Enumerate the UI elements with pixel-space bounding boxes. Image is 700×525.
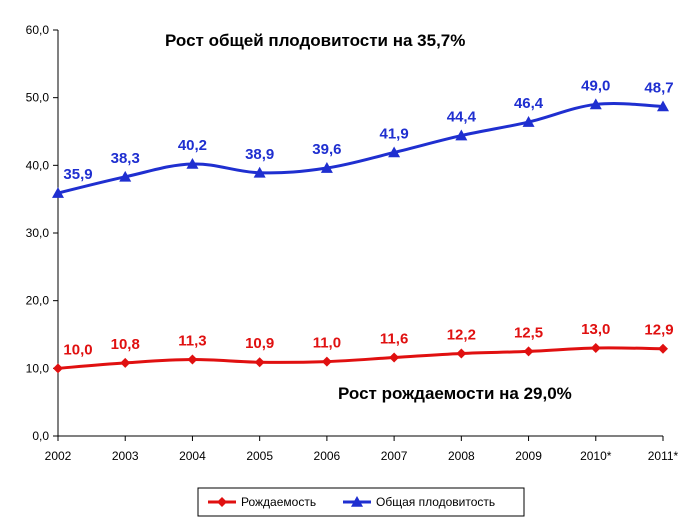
data-point-total-fertility: [455, 129, 468, 141]
data-point-total-fertility: [320, 162, 333, 173]
data-label-birth-rate: 12,5: [514, 324, 543, 341]
data-label-total-fertility: 38,9: [245, 146, 274, 163]
data-label-total-fertility: 48,7: [644, 79, 673, 96]
data-point-total-fertility: [52, 187, 64, 198]
data-label-birth-rate: 12,2: [447, 326, 476, 343]
x-tick-label: 2003: [112, 449, 139, 463]
data-label-birth-rate: 12,9: [644, 322, 673, 339]
data-label-total-fertility: 35,9: [63, 166, 92, 183]
data-label-birth-rate: 10,9: [245, 335, 274, 352]
legend-item-birth-rate: Рождаемость: [208, 495, 316, 509]
x-tick-label: 2006: [314, 449, 341, 463]
x-tick-label: 2007: [381, 449, 408, 463]
data-point-birth-rate: [53, 363, 63, 374]
data-point-total-fertility: [388, 146, 401, 158]
data-label-birth-rate: 11,6: [380, 331, 408, 348]
x-tick-label: 2004: [179, 449, 206, 463]
y-tick-label: 50,0: [26, 91, 50, 105]
data-label-total-fertility: 41,9: [380, 125, 409, 142]
annotation-total-fertility: Рост общей плодовитости на 35,7%: [165, 31, 465, 50]
x-tick-label: 2008: [448, 449, 475, 463]
y-tick-label: 30,0: [26, 226, 50, 240]
x-tick-label: 2005: [246, 449, 273, 463]
data-point-total-fertility: [253, 166, 266, 178]
data-label-total-fertility: 49,0: [581, 77, 610, 94]
data-point-total-fertility: [186, 157, 199, 169]
data-label-total-fertility: 46,4: [514, 95, 544, 112]
data-point-birth-rate: [389, 352, 400, 363]
y-tick-label: 0,0: [32, 429, 49, 443]
data-point-birth-rate: [523, 346, 534, 357]
data-label-birth-rate: 11,0: [313, 335, 341, 352]
y-tick-label: 10,0: [26, 361, 50, 375]
data-point-birth-rate: [658, 343, 668, 354]
data-label-total-fertility: 44,4: [447, 109, 477, 126]
series-layer: [52, 98, 669, 374]
legend-marker-diamond: [217, 497, 227, 507]
data-labels: 10,0 10,8 11,3 10,9 11,0 11,6 12,2 12,5 13,0 12,9…: [63, 77, 673, 358]
data-point-total-fertility: [589, 98, 602, 110]
data-label-total-fertility: 39,6: [312, 141, 341, 158]
data-label-total-fertility: 38,3: [111, 150, 140, 167]
legend-label: Рождаемость: [241, 495, 316, 509]
data-label-total-fertility: 40,2: [178, 137, 207, 154]
data-point-birth-rate: [120, 357, 131, 368]
y-tick-label: 20,0: [26, 294, 50, 308]
data-label-birth-rate: 13,0: [581, 321, 610, 338]
data-point-birth-rate: [321, 356, 332, 367]
x-tick-label: 2011*: [648, 449, 679, 463]
x-tick-label: 2002: [45, 449, 72, 463]
x-tick-label: 2009: [515, 449, 542, 463]
legend: Рождаемость Общая плодовитость: [197, 487, 525, 517]
x-tick-label: 2010*: [580, 449, 612, 463]
legend-label: Общая плодовитость: [376, 495, 495, 509]
data-point-birth-rate: [456, 348, 467, 359]
data-point-total-fertility: [119, 170, 132, 182]
data-point-birth-rate: [254, 357, 265, 368]
annotation-birth-rate: Рост рождаемости на 29,0%: [338, 384, 572, 403]
series-line-total-fertility: [57, 102, 664, 195]
data-label-birth-rate: 10,0: [63, 341, 92, 358]
series-line-birth-rate: [57, 346, 664, 370]
axes: 0,0 10,0 20,0 30,0 40,0 50,0 60,0 2002 2003 2004 2…: [26, 23, 679, 463]
data-point-birth-rate: [590, 343, 601, 354]
legend-marker-triangle: [351, 496, 363, 507]
y-tick-label: 60,0: [26, 23, 50, 37]
y-tick-label: 40,0: [26, 158, 50, 172]
data-point-birth-rate: [187, 354, 198, 365]
data-label-birth-rate: 11,3: [178, 333, 206, 350]
legend-item-total-fertility: Общая плодовитость: [343, 495, 495, 509]
data-point-total-fertility: [657, 100, 669, 112]
data-point-total-fertility: [522, 116, 535, 127]
data-label-birth-rate: 10,8: [111, 336, 140, 353]
